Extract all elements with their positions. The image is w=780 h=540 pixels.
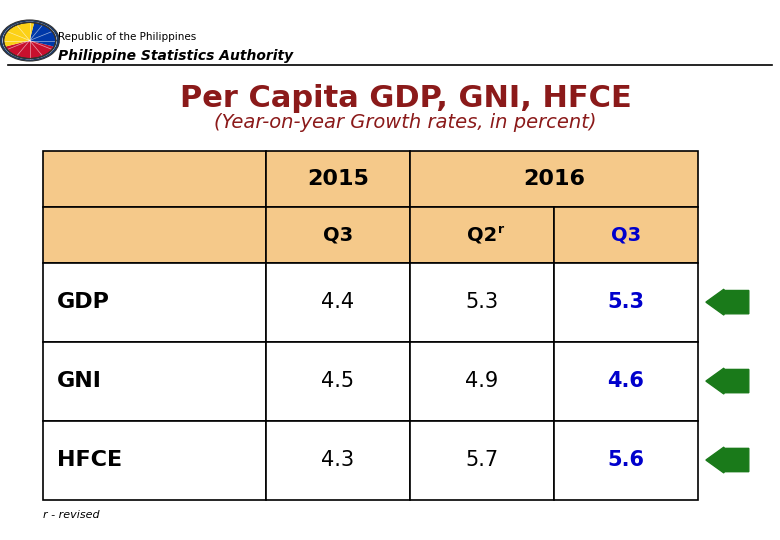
Bar <box>266 151 410 207</box>
Text: 4.6: 4.6 <box>608 371 644 391</box>
Bar <box>266 342 410 421</box>
Bar <box>43 342 266 421</box>
Bar <box>43 207 266 262</box>
Text: 5.3: 5.3 <box>608 292 644 312</box>
Bar <box>554 342 698 421</box>
Text: Per Capita GDP, GNI, HFCE: Per Capita GDP, GNI, HFCE <box>179 84 632 113</box>
Bar <box>554 207 698 262</box>
Text: 4.9: 4.9 <box>465 371 498 391</box>
Bar <box>43 421 266 500</box>
Text: 4.5: 4.5 <box>321 371 354 391</box>
Bar <box>410 342 554 421</box>
Bar <box>266 262 410 342</box>
Text: 5.7: 5.7 <box>466 450 498 470</box>
Bar <box>43 151 266 207</box>
Text: 5.6: 5.6 <box>608 450 644 470</box>
Text: 5.3: 5.3 <box>466 292 498 312</box>
Bar <box>410 207 554 262</box>
Text: Philippine Statistics Authority: Philippine Statistics Authority <box>58 49 293 63</box>
Bar <box>266 421 410 500</box>
Bar <box>554 421 698 500</box>
Wedge shape <box>30 23 55 46</box>
Bar <box>43 262 266 342</box>
Text: r: r <box>498 223 505 236</box>
Text: Q2: Q2 <box>466 225 497 244</box>
Bar <box>554 262 698 342</box>
Bar <box>410 262 554 342</box>
Text: Q3: Q3 <box>611 225 641 244</box>
Text: HFCE: HFCE <box>57 450 122 470</box>
Text: 2015: 2015 <box>307 169 369 189</box>
Polygon shape <box>706 447 749 473</box>
Bar <box>410 151 698 207</box>
Text: 2016: 2016 <box>523 169 585 189</box>
Wedge shape <box>5 40 54 58</box>
Wedge shape <box>4 23 34 46</box>
Text: 4.3: 4.3 <box>321 450 354 470</box>
Text: Q3: Q3 <box>323 225 353 244</box>
Text: r - revised: r - revised <box>43 510 100 521</box>
Circle shape <box>2 22 57 59</box>
Text: (Year-on-year Growth rates, in percent): (Year-on-year Growth rates, in percent) <box>215 113 597 132</box>
Text: GDP: GDP <box>57 292 110 312</box>
Circle shape <box>0 20 59 61</box>
Bar <box>266 207 410 262</box>
Bar <box>410 421 554 500</box>
Polygon shape <box>706 289 749 315</box>
Text: GNI: GNI <box>57 371 102 391</box>
Polygon shape <box>706 368 749 394</box>
Text: 4.4: 4.4 <box>321 292 354 312</box>
Text: Republic of the Philippines: Republic of the Philippines <box>58 32 197 43</box>
